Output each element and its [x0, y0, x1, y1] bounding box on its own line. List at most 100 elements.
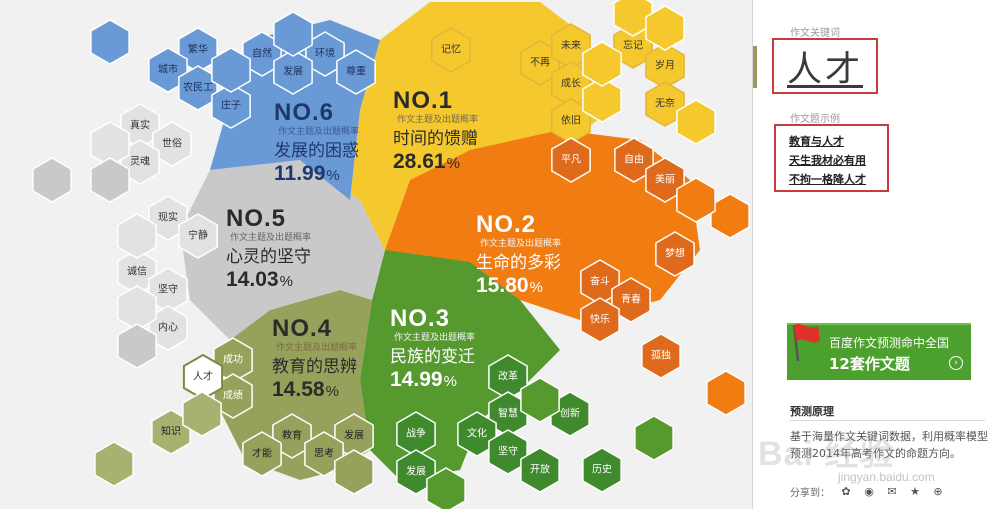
- hex-keyword[interactable]: 庄子: [211, 83, 251, 129]
- hex-cell: [182, 391, 222, 437]
- hex-cell: [90, 19, 130, 65]
- hex-cell: [676, 99, 716, 145]
- hex-keyword[interactable]: 坚守: [488, 429, 528, 475]
- hex-keyword[interactable]: 发展: [396, 449, 436, 495]
- banner-line2: 12套作文题: [829, 355, 910, 373]
- hex-keyword[interactable]: 记忆: [431, 27, 471, 73]
- hex-keyword[interactable]: 诚信: [117, 249, 157, 295]
- hex-keyword-label: 坚守: [498, 445, 518, 458]
- hex-keyword[interactable]: 城市: [148, 47, 188, 93]
- hex-keyword[interactable]: 无奈: [645, 81, 685, 127]
- hex-keyword[interactable]: 灵魂: [120, 139, 160, 185]
- hex-keyword[interactable]: 尊重: [336, 49, 376, 95]
- hex-cell: [426, 467, 466, 509]
- keyword-caption: 作文关键词: [790, 28, 840, 39]
- hex-keyword[interactable]: 奋斗: [580, 259, 620, 305]
- hex-keyword-label: 尊重: [346, 65, 366, 78]
- hex-cell: [211, 47, 251, 93]
- share-label: 分享到：: [790, 488, 830, 499]
- region-grey: [180, 160, 385, 340]
- hex-keyword[interactable]: 改革: [488, 354, 528, 400]
- hex-keyword-label: 岁月: [655, 59, 675, 72]
- more-plus-icon[interactable]: ⊕: [933, 484, 943, 498]
- hex-keyword-label: 平凡: [561, 154, 581, 166]
- hex-keyword[interactable]: 孤独: [641, 333, 681, 379]
- hex-cell: [32, 157, 72, 203]
- hex-keyword-label: 真实: [130, 119, 150, 132]
- share-row: 分享到： ✿ ◉ ✉ ★ ⊕: [790, 484, 945, 500]
- hex-keyword[interactable]: 教育: [272, 413, 312, 459]
- hex-cell: [117, 213, 157, 259]
- hex-cell: [710, 193, 750, 239]
- hex-keyword[interactable]: 美丽: [645, 157, 685, 203]
- hex-keyword[interactable]: 青春: [611, 277, 651, 323]
- hex-keyword[interactable]: 成功: [213, 337, 253, 383]
- selected-keyword: 人才: [786, 49, 863, 90]
- region-orange: [385, 130, 700, 320]
- hex-keyword[interactable]: 快乐: [580, 297, 620, 343]
- hex-keyword[interactable]: 梦想: [655, 231, 695, 277]
- favorite-star-icon[interactable]: ★: [910, 484, 920, 498]
- hex-keyword[interactable]: 宁静: [178, 213, 218, 259]
- hex-keyword-selected[interactable]: 人才: [182, 353, 224, 401]
- weibo-icon[interactable]: ◉: [864, 484, 874, 498]
- hex-keyword[interactable]: 历史: [582, 447, 622, 493]
- arrow-right-icon: ›: [949, 356, 963, 370]
- hex-keyword-label: 才能: [252, 447, 272, 460]
- hex-keyword[interactable]: 发展: [334, 413, 374, 459]
- example-link[interactable]: 天生我材必有用: [789, 154, 866, 167]
- hex-cell: [582, 41, 622, 87]
- examples-caption: 作文题示例: [790, 114, 840, 125]
- hex-keyword-label: 开放: [530, 463, 550, 476]
- hex-keyword-label: 成长: [561, 78, 581, 90]
- example-link[interactable]: 教育与人才: [789, 135, 844, 148]
- hex-cell: [676, 177, 716, 223]
- hex-keyword-label: 繁华: [188, 43, 208, 56]
- banner-line1: 百度作文预测命中全国: [829, 336, 950, 350]
- hex-cell: [273, 11, 313, 57]
- hex-cell: [94, 441, 134, 487]
- hex-keyword[interactable]: 才能: [242, 431, 282, 477]
- hex-keyword-label: 改革: [498, 370, 518, 383]
- prediction-text: 基于海量作文关键词数据，利用概率模型预测2014年高考作文的命题方向。: [790, 430, 988, 460]
- prediction-title: 预测原理: [790, 405, 834, 418]
- hex-keyword-label: 成功: [223, 354, 243, 366]
- example-link[interactable]: 不拘一格降人才: [789, 173, 866, 186]
- hex-keyword[interactable]: 自由: [614, 137, 654, 183]
- hex-keyword[interactable]: 战争: [396, 411, 436, 457]
- baidu-paw-icon[interactable]: ✿: [841, 484, 851, 498]
- prediction-banner[interactable]: 百度作文预测命中全国 12套作文题 ›: [787, 323, 971, 380]
- hex-keyword[interactable]: 现实: [148, 195, 188, 241]
- hex-keyword[interactable]: 岁月: [645, 43, 685, 89]
- hex-cell: [90, 157, 130, 203]
- keyword-box: 人才: [772, 38, 878, 94]
- hex-keyword-label: 历史: [592, 464, 612, 476]
- hex-keyword-label: 文化: [467, 427, 487, 440]
- hex-keyword[interactable]: 农民工: [178, 65, 218, 111]
- hex-keyword[interactable]: 不再: [520, 40, 560, 86]
- red-flag-icon: [792, 324, 820, 362]
- hex-keyword[interactable]: 世俗: [152, 121, 192, 167]
- hex-keyword-label: 创新: [560, 407, 580, 420]
- hex-keyword-label: 智慧: [498, 407, 518, 420]
- hex-keyword[interactable]: 平凡: [551, 137, 591, 183]
- hex-keyword-label: 孤独: [651, 349, 671, 362]
- hex-keyword-label: 农民工: [183, 81, 213, 94]
- hex-cell: [520, 377, 560, 423]
- hex-keyword[interactable]: 发展: [273, 49, 313, 95]
- hex-keyword[interactable]: 开放: [520, 447, 560, 493]
- wechat-icon[interactable]: ✉: [887, 484, 897, 498]
- hex-keyword-map: 记忆 不再 未来 成长 依旧 忘记 岁月 无奈 平凡 自由 美丽 梦想 奋斗 青春 快乐 孤独 改革 智慧 文化 战争…: [0, 0, 752, 509]
- hex-keyword[interactable]: 繁华: [178, 27, 218, 73]
- examples-box: 教育与人才 天生我材必有用 不拘一格降人才: [774, 124, 889, 192]
- sidebar-accent-bar: [753, 46, 757, 88]
- hex-keyword-label: 教育: [282, 429, 302, 442]
- hex-keyword[interactable]: 知识: [151, 409, 191, 455]
- hex-keyword[interactable]: 思考: [304, 431, 344, 477]
- hex-keyword-label: 现实: [158, 211, 178, 224]
- hex-keyword[interactable]: 文化: [457, 411, 497, 457]
- hex-keyword-label: 思考: [314, 448, 334, 460]
- hex-keyword-label: 宁静: [188, 229, 208, 242]
- hex-keyword-label: 不再: [530, 57, 550, 69]
